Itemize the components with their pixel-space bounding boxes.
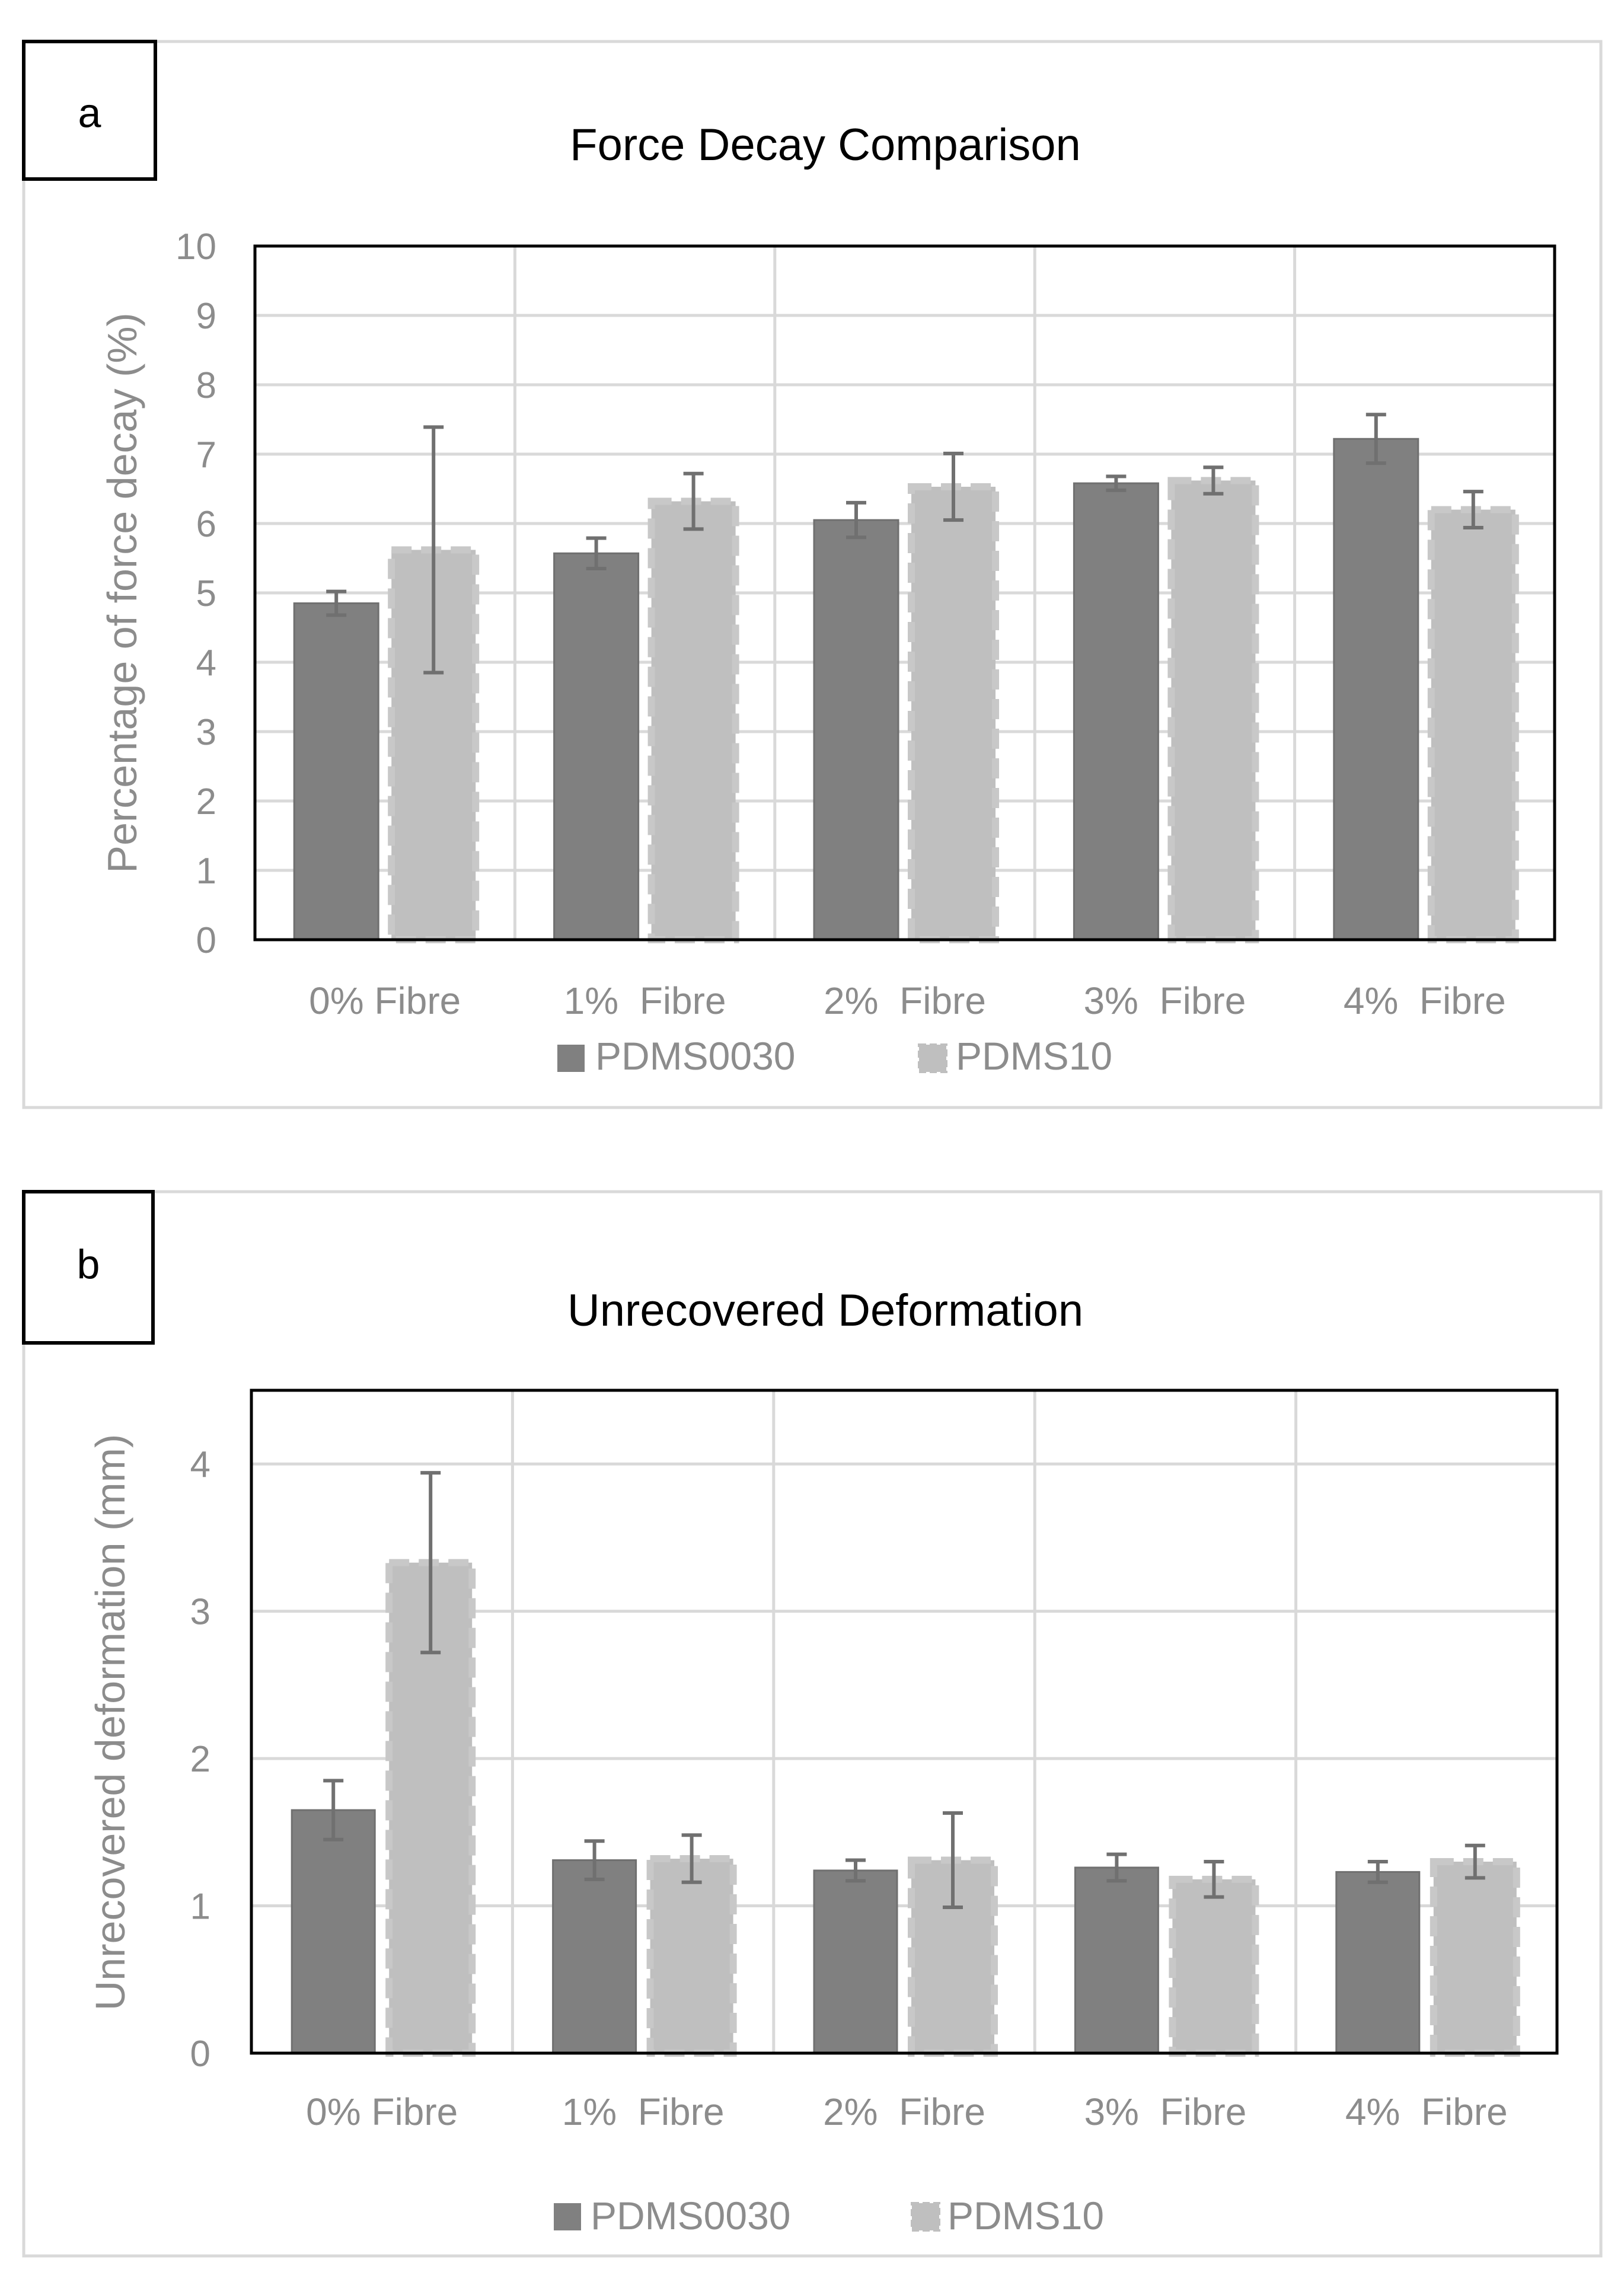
panel-b: b Unrecovered Deformation 0 1 2 3 4 0% Fibre… [22,1190,1603,2258]
bar-pdms0030-3 [813,1869,898,2054]
y-tick-label: 7 [196,435,216,475]
chart-a-error-bars [326,413,1483,675]
panel-b-label-box [22,1190,155,1345]
bar-pdms0030-3 [813,519,899,941]
x-tick-label: 3% Fibre [1083,979,1246,1022]
x-tick-label: 2% Fibre [824,979,986,1022]
chart-b-x-tick-labels: 0% Fibre 1% Fibre 2% Fibre 3% Fibre 4% Fibre [306,2090,1508,2133]
chart-a-x-tick-labels: 0% Fibre 1% Fibre 2% Fibre 3% Fibre 4% Fibre [309,979,1506,1022]
legend-b-pdms10: PDMS10 [911,2194,1104,2238]
chart-b-error-bars [323,1471,1485,1910]
legend-a-pdms0030-label: PDMS0030 [595,1034,796,1078]
bar-pdms0030-2 [553,552,640,941]
chart-b-plot-border [250,1389,1559,2055]
x-tick-label: 4% Fibre [1344,979,1506,1022]
bar-pdms10-5 [1430,1858,1520,2057]
legend-a-pdms10-swatch [918,1043,947,1073]
legend-b-pdms10-swatch [911,2202,940,2232]
chart-b-y-tick-labels: 0 1 2 3 4 [190,1444,210,2074]
x-tick-label: 0% Fibre [309,979,461,1022]
chart-b-title: Unrecovered Deformation [567,1285,1083,1336]
panel-a-label-box [22,40,157,181]
y-tick-label: 0 [190,2034,210,2074]
bar-pdms0030-1 [293,602,379,941]
chart-a-plot-border [253,244,1556,941]
legend-b-pdms0030: PDMS0030 [554,2194,791,2238]
bar-pdms10-4 [1169,1875,1259,2057]
panel-b-frame [22,1190,1603,2258]
chart-a-y-tick-labels: 0 1 2 3 4 5 6 7 8 9 10 [176,226,216,961]
legend-a-pdms10-label: PDMS10 [956,1034,1112,1078]
y-tick-label: 6 [196,504,216,545]
y-tick-label: 3 [190,1592,210,1633]
x-tick-label: 1% Fibre [564,979,726,1022]
bar-pdms0030-4 [1074,1866,1159,2054]
x-tick-label: 2% Fibre [823,2090,985,2133]
bar-pdms10-4 [1167,477,1259,943]
chart-a-title: Force Decay Comparison [570,120,1081,170]
bar-pdms10-3 [908,483,999,943]
y-tick-label: 2 [196,781,216,822]
x-tick-label: 1% Fibre [562,2090,725,2133]
y-tick-label: 8 [196,365,216,406]
x-tick-label: 3% Fibre [1084,2090,1246,2133]
chart-b-legend: PDMS0030 PDMS10 [554,2194,1104,2238]
bar-pdms10-2 [646,1855,737,2057]
bar-pdms0030-1 [291,1809,376,2054]
legend-b-pdms0030-swatch [554,2203,581,2230]
chart-a-legend: PDMS0030 PDMS10 [557,1034,1112,1078]
y-tick-label: 1 [196,851,216,892]
bar-pdms10-5 [1427,506,1519,943]
legend-a-pdms0030-swatch [557,1045,585,1072]
legend-a-pdms10: PDMS10 [918,1034,1112,1078]
y-tick-label: 10 [176,226,216,267]
panel-b-label: b [77,1241,100,1287]
y-tick-label: 5 [196,573,216,614]
bar-pdms10-2 [647,497,739,943]
y-tick-label: 9 [196,296,216,337]
legend-b-pdms0030-label: PDMS0030 [591,2194,791,2238]
y-tick-label: 4 [196,643,216,684]
chart-b-y-axis-label: Unrecovered deformation (mm) [87,1434,133,2011]
x-tick-label: 4% Fibre [1345,2090,1508,2133]
panel-a-label: a [78,90,101,136]
y-tick-label: 3 [196,712,216,753]
panel-a: a Force Decay Comparison 0 1 2 3 4 5 6 7 8 9 10 0%… [22,40,1603,1109]
y-tick-label: 4 [190,1444,210,1485]
legend-b-pdms10-label: PDMS10 [947,2194,1104,2238]
bar-pdms0030-5 [1333,438,1419,941]
panel-a-frame [22,40,1603,1109]
y-tick-label: 2 [190,1739,210,1780]
bar-pdms0030-4 [1073,482,1159,941]
x-tick-label: 0% Fibre [306,2090,458,2133]
chart-a-bars [293,438,1519,943]
y-tick-label: 1 [190,1887,210,1927]
chart-a-y-axis-label: Percentage of force decay (%) [99,312,145,873]
bar-pdms0030-2 [552,1859,637,2054]
legend-a-pdms0030: PDMS0030 [557,1034,796,1078]
bar-pdms0030-5 [1335,1871,1421,2054]
y-tick-label: 0 [196,920,216,961]
